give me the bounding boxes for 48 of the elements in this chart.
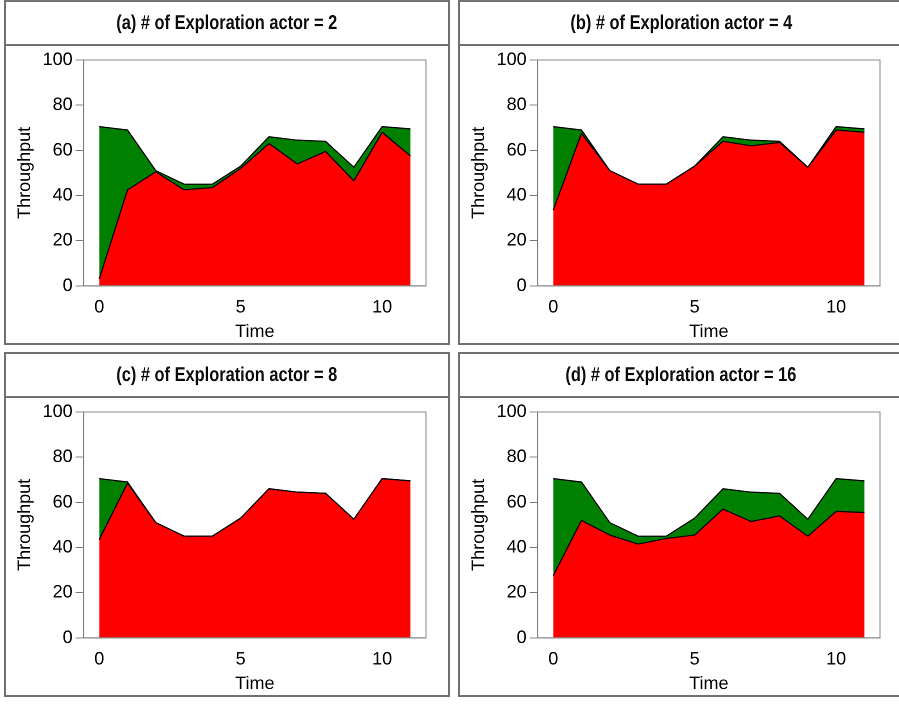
y-tick-label: 20 (506, 230, 527, 250)
x-tick-label: 0 (548, 296, 558, 317)
y-tick-label: 100 (496, 400, 527, 421)
y-tick-label: 60 (506, 139, 527, 160)
y-tick-label: 0 (62, 626, 73, 647)
y-tick-label: 40 (506, 184, 527, 204)
y-tick-label: 100 (42, 48, 73, 69)
y-tick-label: 80 (52, 94, 73, 114)
y-tick-label: 40 (52, 536, 73, 556)
y-tick-label: 0 (62, 274, 73, 295)
x-tick-label: 5 (690, 648, 700, 669)
y-tick-label: 20 (52, 582, 73, 602)
x-tick-label: 10 (826, 648, 846, 669)
chart-title: (c) # of Exploration actor = 8 (116, 364, 338, 386)
y-tick-label: 100 (42, 400, 73, 421)
x-tick-label: 5 (690, 296, 700, 317)
y-tick-label: 80 (52, 446, 73, 466)
y-tick-label: 20 (506, 582, 527, 602)
x-tick-label: 10 (826, 296, 846, 317)
y-axis-title: Throughput (468, 126, 488, 219)
y-tick-label: 60 (52, 491, 73, 512)
y-tick-label: 0 (516, 626, 527, 647)
chart-title: (b) # of Exploration actor = 4 (570, 12, 792, 34)
x-tick-label: 0 (94, 648, 104, 669)
y-tick-label: 80 (506, 94, 527, 114)
chart-title: (d) # of Exploration actor = 16 (565, 364, 797, 386)
y-tick-label: 40 (506, 536, 527, 556)
x-tick-label: 5 (236, 648, 246, 669)
y-tick-label: 0 (516, 274, 527, 295)
y-axis-title: Throughput (14, 478, 34, 571)
x-axis-title: Time (689, 321, 728, 342)
x-axis-title: Time (235, 673, 274, 694)
y-tick-label: 80 (506, 446, 527, 466)
x-tick-label: 10 (372, 296, 392, 317)
x-tick-label: 10 (372, 648, 392, 669)
x-axis-title: Time (235, 321, 274, 342)
y-tick-label: 100 (496, 48, 527, 69)
y-axis-title: Throughput (468, 478, 488, 571)
y-axis-title: Throughput (14, 126, 34, 219)
y-tick-label: 60 (52, 139, 73, 160)
y-tick-label: 20 (52, 230, 73, 250)
chart-title: (a) # of Exploration actor = 2 (116, 12, 338, 34)
x-tick-label: 0 (548, 648, 558, 669)
x-axis-title: Time (689, 673, 728, 694)
y-tick-label: 40 (52, 184, 73, 204)
y-tick-label: 60 (506, 491, 527, 512)
x-tick-label: 5 (236, 296, 246, 317)
x-tick-label: 0 (94, 296, 104, 317)
